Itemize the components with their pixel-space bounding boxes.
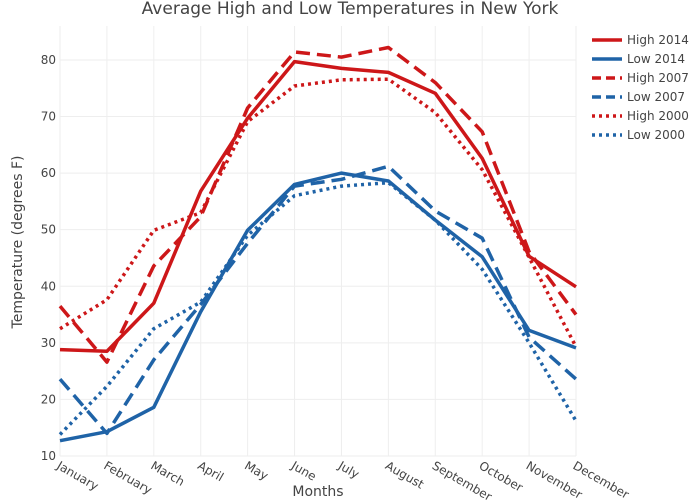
legend-label: High 2000: [627, 109, 689, 123]
legend-label: Low 2014: [627, 52, 685, 66]
legend-label: High 2007: [627, 71, 689, 85]
series-line[interactable]: [59, 59, 577, 354]
y-tick-label: 60: [41, 166, 56, 180]
x-tick-label: June: [288, 458, 319, 484]
x-axis-title: Months: [292, 484, 343, 500]
legend-item[interactable]: High 2000: [592, 109, 689, 123]
y-tick-label: 40: [41, 279, 56, 293]
x-tick-label: August: [383, 458, 427, 491]
y-tick-label: 30: [41, 336, 56, 350]
legend-label: Low 2000: [627, 128, 685, 142]
y-tick-label: 20: [41, 392, 56, 406]
legend-item[interactable]: Low 2000: [592, 128, 685, 142]
y-tick-label: 10: [41, 449, 56, 463]
legend[interactable]: High 2014 Low 2014 High 2007 Low 2007 High 2…: [592, 33, 689, 142]
x-tick-label: May: [242, 458, 270, 483]
legend-item[interactable]: High 2007: [592, 71, 689, 85]
x-tick-label: July: [335, 458, 362, 481]
legend-label: High 2014: [627, 33, 689, 47]
legend-item[interactable]: Low 2014: [592, 52, 685, 66]
chart-title: Average High and Low Temperatures in New…: [142, 0, 559, 19]
grid: [59, 26, 577, 457]
series-lines: [58, 45, 578, 443]
series-line[interactable]: [58, 45, 578, 364]
legend-item[interactable]: High 2014: [592, 33, 689, 47]
y-tick-label: 70: [41, 110, 56, 124]
x-tick-label: January: [54, 458, 101, 493]
series-line[interactable]: [58, 180, 578, 436]
y-tick-label: 50: [41, 223, 56, 237]
series-line[interactable]: [59, 77, 578, 348]
legend-label: Low 2007: [627, 90, 685, 104]
series-line[interactable]: [58, 164, 578, 436]
y-axis-ticks: 10 20 30 40 50 60 70 80: [41, 53, 56, 463]
legend-item[interactable]: Low 2007: [592, 90, 685, 104]
series-line[interactable]: [59, 171, 577, 443]
y-tick-label: 80: [41, 53, 56, 67]
x-tick-label: February: [101, 458, 154, 497]
y-axis-title: Temperature (degrees F): [10, 156, 26, 330]
x-tick-label: April: [195, 458, 226, 484]
